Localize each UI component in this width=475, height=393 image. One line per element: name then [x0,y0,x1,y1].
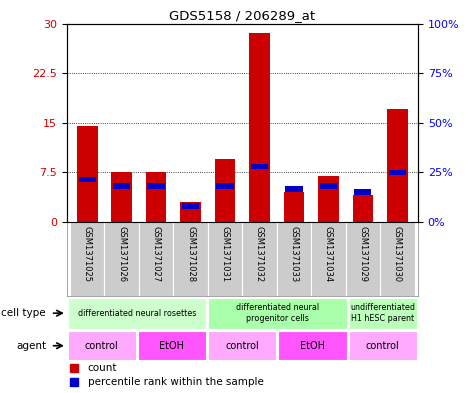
Bar [70,222,104,296]
Bar [217,184,234,189]
Text: GSM1371025: GSM1371025 [83,226,92,281]
Bar [311,222,346,296]
Text: cell type: cell type [1,308,46,318]
Bar [147,184,165,189]
Bar [208,222,242,296]
Bar [113,184,130,189]
Bar [173,222,208,296]
Bar [249,33,270,222]
Bar [354,189,371,195]
Title: GDS5158 / 206289_at: GDS5158 / 206289_at [169,9,315,22]
Bar [139,222,173,296]
Bar [277,222,311,296]
Text: differentiated neural rosettes: differentiated neural rosettes [77,309,196,318]
Text: undifferentiated
H1 hESC parent: undifferentiated H1 hESC parent [351,303,415,323]
Text: control: control [366,341,400,351]
Bar [242,222,277,296]
Bar [77,126,97,222]
Bar [284,192,304,222]
Bar [349,331,417,360]
Bar [278,331,347,360]
Bar [104,222,139,296]
Text: GSM1371028: GSM1371028 [186,226,195,282]
Text: agent: agent [16,341,46,351]
Bar [352,195,373,222]
Bar [285,186,303,192]
Bar [182,203,199,209]
Bar [180,202,201,222]
Bar [138,331,206,360]
Bar [349,298,417,329]
Bar [67,331,136,360]
Text: GSM1371032: GSM1371032 [255,226,264,282]
Text: EtOH: EtOH [300,341,325,351]
Text: GSM1371031: GSM1371031 [220,226,229,282]
Bar [380,222,415,296]
Text: differentiated neural
progenitor cells: differentiated neural progenitor cells [236,303,319,323]
Bar [387,110,408,222]
Bar [78,176,96,182]
Bar [146,172,166,222]
Bar [389,170,406,175]
Bar [111,172,132,222]
Bar [208,331,276,360]
Text: control: control [225,341,259,351]
Text: percentile rank within the sample: percentile rank within the sample [87,377,264,387]
Bar [215,159,235,222]
Text: GSM1371033: GSM1371033 [289,226,298,282]
Text: control: control [85,341,119,351]
Text: GSM1371026: GSM1371026 [117,226,126,282]
Bar [318,176,339,222]
Text: count: count [87,363,117,373]
Text: EtOH: EtOH [160,341,184,351]
Text: GSM1371030: GSM1371030 [393,226,402,282]
Text: GSM1371027: GSM1371027 [152,226,161,282]
Bar [208,298,347,329]
Bar [320,184,337,189]
Bar [67,298,206,329]
Text: GSM1371034: GSM1371034 [324,226,333,282]
Bar [251,163,268,169]
Bar [346,222,380,296]
Text: GSM1371029: GSM1371029 [358,226,367,281]
